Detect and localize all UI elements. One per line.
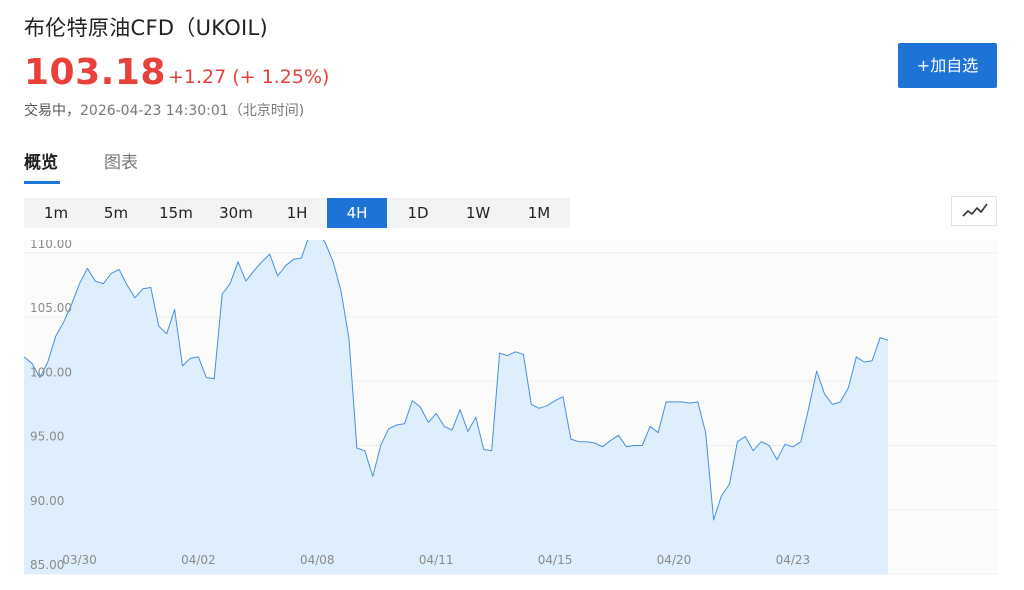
- interval-1w[interactable]: 1W: [465, 204, 491, 222]
- y-tick-label: 100.00: [30, 365, 72, 379]
- interval-1d[interactable]: 1D: [407, 204, 429, 222]
- interval-5m[interactable]: 5m: [103, 204, 129, 222]
- tab-overview[interactable]: 概览: [24, 153, 58, 173]
- price-change: +1.27 (+ 1.25%): [168, 66, 330, 88]
- y-tick-label: 110.00: [30, 240, 72, 251]
- x-tick-label: 04/23: [776, 553, 811, 567]
- tab-chart[interactable]: 图表: [104, 153, 138, 173]
- x-tick-label: 04/20: [657, 553, 692, 567]
- interval-1m[interactable]: 1m: [43, 204, 69, 222]
- interval-selector: 1m 5m 15m 30m 1H 4H 1D 1W 1M: [24, 198, 570, 228]
- interval-4h[interactable]: 4H: [327, 198, 387, 228]
- line-chart-icon: [962, 203, 988, 217]
- timestamp: 2026-04-23 14:30:01（北京时间): [80, 103, 305, 119]
- chart-type-button[interactable]: [951, 196, 997, 226]
- y-tick-label: 85.00: [30, 558, 64, 572]
- interval-1m-month[interactable]: 1M: [527, 204, 551, 222]
- y-tick-label: 90.00: [30, 494, 64, 508]
- x-tick-label: 04/02: [181, 553, 216, 567]
- y-tick-label: 105.00: [30, 301, 72, 315]
- interval-1h[interactable]: 1H: [286, 204, 308, 222]
- price-area: [24, 240, 888, 574]
- y-tick-label: 95.00: [30, 430, 64, 444]
- trading-status: 交易中，2026-04-23 14:30:01（北京时间): [24, 100, 304, 120]
- interval-30m[interactable]: 30m: [219, 204, 253, 222]
- add-to-watchlist-button[interactable]: +加自选: [898, 43, 997, 88]
- current-price: 103.18: [24, 52, 166, 93]
- x-tick-label: 04/08: [300, 553, 335, 567]
- x-tick-label: 04/11: [419, 553, 454, 567]
- x-tick-label: 03/30: [62, 553, 97, 567]
- price-line: [24, 240, 889, 521]
- x-tick-label: 04/15: [538, 553, 573, 567]
- instrument-title: 布伦特原油CFD（UKOIL): [24, 16, 269, 40]
- active-tab-indicator: [24, 181, 60, 184]
- status-label: 交易中，: [24, 103, 80, 119]
- interval-15m[interactable]: 15m: [159, 204, 193, 222]
